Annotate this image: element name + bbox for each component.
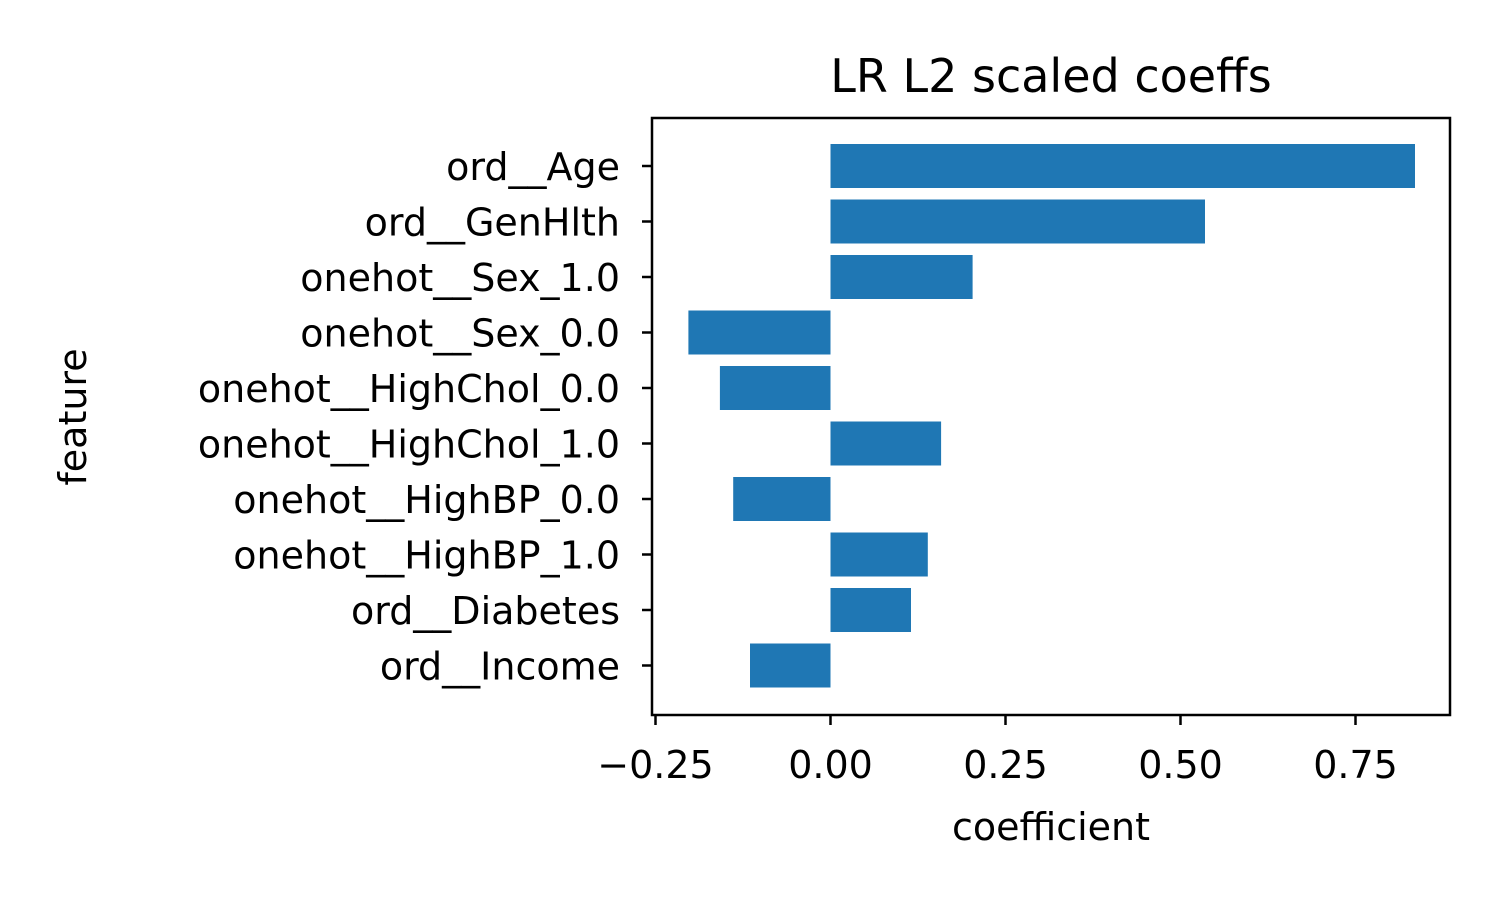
chart-title: LR L2 scaled coeffs — [830, 49, 1271, 103]
y-tick-label: onehot__HighBP_0.0 — [233, 478, 620, 522]
x-tick-label: 0.75 — [1313, 743, 1398, 787]
bars-group — [688, 144, 1415, 688]
x-axis-ticks: −0.25 0.00 0.25 0.50 0.75 — [597, 715, 1398, 787]
x-tick-label: 0.50 — [1138, 743, 1223, 787]
bar-ord__Age — [830, 144, 1415, 188]
plot-area-frame — [650, 116, 1452, 717]
x-axis-label: coefficient — [952, 805, 1150, 849]
bar-onehot__HighBP_1.0 — [830, 532, 928, 577]
y-tick-label: ord__Age — [446, 145, 620, 189]
y-tick-label: onehot__HighChol_0.0 — [198, 367, 620, 411]
bar-ord__GenHlth — [830, 199, 1205, 244]
x-tick-label: −0.25 — [597, 743, 713, 787]
y-tick-label: onehot__HighChol_1.0 — [198, 423, 620, 467]
y-tick-label: ord__Income — [380, 645, 620, 689]
bar-onehot__HighBP_0.0 — [733, 477, 831, 521]
y-axis-label: feature — [51, 348, 95, 485]
x-tick-label: 0.00 — [788, 743, 873, 787]
bar-onehot__HighChol_0.0 — [719, 366, 831, 410]
bar-ord__Income — [750, 643, 831, 688]
x-tick-label: 0.25 — [963, 743, 1048, 787]
y-tick-label: onehot__Sex_1.0 — [300, 256, 620, 300]
y-tick-label: onehot__HighBP_1.0 — [233, 534, 620, 578]
bar-onehot__Sex_1.0 — [830, 255, 973, 299]
y-tick-label: ord__Diabetes — [351, 589, 620, 633]
bar-onehot__Sex_0.0 — [688, 310, 831, 355]
bar-onehot__HighChol_1.0 — [830, 421, 942, 466]
y-axis-ticks: ord__Age ord__GenHlth onehot__Sex_1.0oneho… — [198, 145, 652, 689]
y-tick-label: onehot__Sex_0.0 — [300, 312, 620, 356]
y-tick-label: ord__GenHlth — [365, 201, 620, 245]
bar-ord__Diabetes — [830, 588, 911, 632]
